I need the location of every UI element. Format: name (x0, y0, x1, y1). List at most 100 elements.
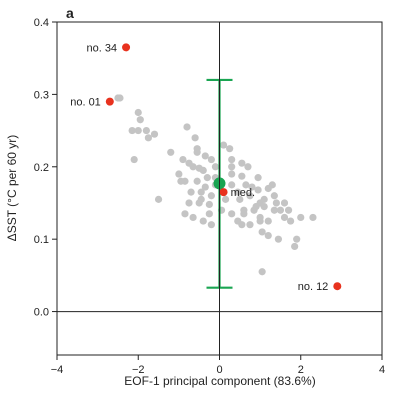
x-axis-ticks: −4 −2 0 2 4 (51, 355, 385, 376)
scatter-point (248, 183, 256, 191)
scatter-point (286, 217, 295, 225)
scatter-point (203, 174, 211, 182)
scatter-point (183, 123, 191, 131)
highlighted-point (219, 188, 228, 197)
scatter-point (134, 108, 142, 117)
scatter-point (201, 152, 209, 160)
scatter-point (150, 130, 159, 138)
scatter-point (254, 186, 262, 194)
scatter-point (134, 126, 142, 135)
scatter-point (228, 210, 236, 218)
scatter-point (228, 181, 236, 189)
scatter-point (221, 195, 230, 203)
scatter-point (238, 159, 246, 167)
scatter-point (238, 172, 246, 180)
scatter-point (264, 231, 272, 240)
scatter-point (144, 134, 153, 142)
plot-area: no. 34 no. 01 med. no. 12 (70, 42, 342, 293)
scatter-point (291, 242, 299, 251)
scatter-point (246, 192, 254, 200)
x-tick-label: 2 (298, 364, 304, 376)
scatter-point (260, 202, 268, 211)
scatter-point (272, 199, 280, 207)
y-axis-title: ΔSST (°C per 60 yr) (5, 135, 19, 242)
scatter-point (252, 202, 260, 211)
scatter-point (189, 213, 197, 222)
highlighted-point (122, 43, 131, 52)
scatter-point (197, 188, 205, 196)
scatter-point (293, 235, 301, 243)
scatter-point (154, 195, 163, 203)
scatter-point (274, 235, 283, 243)
scatter-point (280, 213, 289, 222)
scatter-point (207, 155, 215, 164)
y-tick-label: 0.3 (34, 89, 49, 101)
scatter-point (205, 200, 213, 209)
highlighted-point (105, 97, 114, 106)
x-tick-label: 4 (379, 364, 385, 376)
x-tick-label: −2 (132, 364, 145, 376)
scatter-point (130, 155, 138, 164)
scatter-point (309, 213, 317, 222)
y-tick-label: 0.4 (34, 17, 49, 29)
y-axis-ticks: 0.0 0.1 0.2 0.3 0.4 (34, 17, 57, 319)
scatter-point (187, 188, 195, 196)
scatter-point (270, 206, 278, 214)
scatter-point (193, 177, 201, 185)
highlighted-point-label: no. 12 (298, 281, 329, 293)
scatter-point (246, 221, 254, 229)
scatter-point (258, 228, 266, 236)
scatter-point (179, 155, 187, 164)
scatter-point (142, 126, 150, 135)
scatter-point (226, 145, 234, 153)
y-tick-label: 0.2 (34, 162, 49, 174)
scatter-point (185, 199, 193, 207)
x-tick-label: 0 (216, 364, 222, 376)
x-axis-title: EOF-1 principal component (83.6%) (124, 374, 315, 388)
scatter-point (211, 163, 220, 171)
scatter-point (219, 141, 228, 149)
scatter-point (260, 195, 268, 203)
scatter-point (191, 134, 199, 142)
scatter-point (177, 177, 185, 185)
scatter-point (276, 206, 285, 214)
x-tick-label: −4 (51, 364, 64, 376)
scatter-point (236, 195, 244, 203)
highlighted-point-label: no. 34 (86, 42, 117, 54)
scatter-point (201, 183, 209, 191)
scatter-point (199, 217, 207, 225)
scatter-point (207, 192, 215, 200)
scatter-point (195, 199, 203, 207)
scatter-point (114, 94, 122, 102)
scatter-point (136, 116, 144, 124)
scatter-point (228, 163, 236, 171)
scatter-point (242, 181, 250, 189)
panel-label: a (66, 5, 74, 21)
scatter-point (238, 221, 246, 229)
y-tick-label: 0.0 (34, 307, 49, 319)
scatter-point (207, 221, 215, 229)
y-tick-label: 0.1 (34, 234, 49, 246)
scatter-point (284, 206, 293, 214)
scatter-point (128, 126, 136, 135)
scatter-point (228, 155, 236, 164)
scatter-point (189, 163, 197, 171)
highlighted-point-label: med. (231, 187, 255, 199)
scatter-point (244, 163, 252, 171)
scatter-point (280, 199, 289, 207)
scatter-point (264, 217, 272, 225)
scatter-point (175, 170, 183, 178)
scatter-point (258, 268, 266, 276)
scatter-point (193, 148, 201, 156)
scatter-point (181, 210, 189, 218)
scatter-point (228, 170, 236, 178)
scatter-point (199, 166, 207, 175)
scatter-point (240, 210, 248, 218)
scatter-point (205, 210, 213, 218)
scatter-point (234, 188, 242, 196)
highlighted-point (333, 282, 342, 291)
scatter-point (256, 217, 264, 225)
scatter-point (268, 181, 276, 189)
